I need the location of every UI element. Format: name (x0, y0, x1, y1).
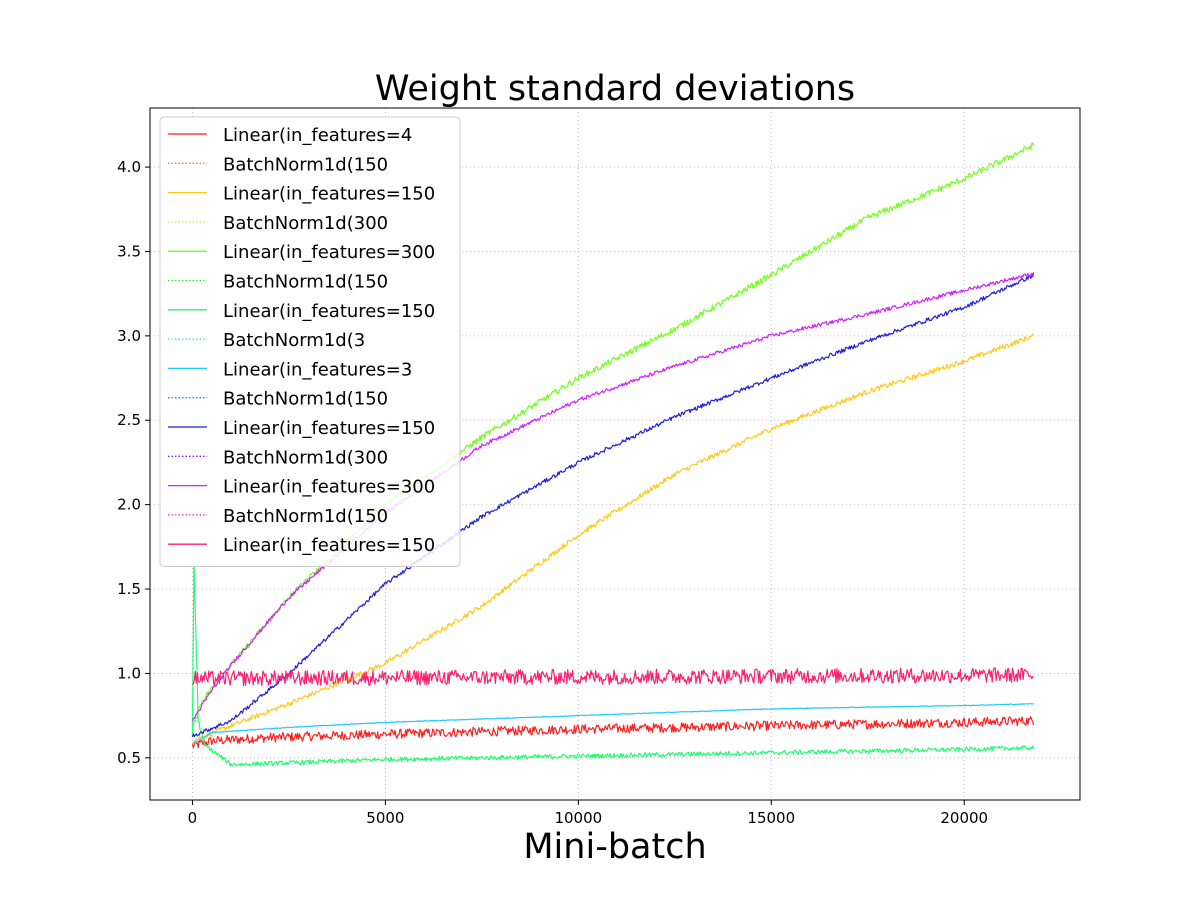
y-tick-label: 3.0 (117, 327, 141, 345)
legend-label: BatchNorm1d(300 (223, 447, 388, 468)
legend-label: BatchNorm1d(150 (223, 389, 388, 410)
legend-label: Linear(in_features=300 (223, 477, 435, 498)
legend-label: BatchNorm1d(150 (223, 506, 388, 527)
y-tick-label: 2.5 (117, 411, 141, 429)
legend-label: BatchNorm1d(300 (223, 213, 388, 234)
series-line (191, 273, 1035, 738)
legend-label: Linear(in_features=150 (223, 418, 435, 439)
y-tick-label: 1.0 (117, 664, 141, 682)
legend-label: Linear(in_features=150 (223, 184, 435, 205)
series-line (192, 702, 1034, 745)
plot-frame (149, 107, 1081, 801)
x-tick-label: 5000 (366, 809, 404, 827)
legend-box (159, 116, 461, 567)
series-line (191, 716, 1035, 749)
legend-label: BatchNorm1d(150 (223, 154, 388, 175)
chart-title: Weight standard deviations (375, 69, 855, 109)
legend: Linear(in_features=4 BatchNorm1d(150 Linea… (159, 116, 461, 567)
series-line (191, 558, 1035, 767)
series-line (192, 333, 1034, 744)
tick-layer: 0 5000 10000 15000 20000 0.5 1.0 1.5 2.0 2.5 3.0 3.… (117, 158, 988, 827)
y-tick-label: 0.5 (117, 749, 141, 767)
y-tick-label: 4.0 (117, 158, 141, 176)
x-tick-label: 10000 (554, 809, 602, 827)
legend-label: Linear(in_features=3 (223, 359, 412, 380)
legend-label: Linear(in_features=150 (223, 535, 435, 556)
series-line (192, 667, 1034, 687)
y-tick-label: 2.0 (117, 496, 141, 514)
legend-label: Linear(in_features=150 (223, 301, 435, 322)
x-tick-label: 15000 (747, 809, 795, 827)
x-tick-label: 0 (188, 809, 198, 827)
legend-label: Linear(in_features=4 (223, 125, 412, 146)
x-axis-label: Mini-batch (523, 827, 706, 867)
x-tick-label: 20000 (940, 809, 988, 827)
legend-label: Linear(in_features=300 (223, 242, 435, 263)
y-tick-label: 3.5 (117, 242, 141, 260)
legend-label: BatchNorm1d(150 (223, 272, 388, 293)
y-tick-label: 1.5 (117, 580, 141, 598)
legend-label: BatchNorm1d(3 (223, 330, 365, 351)
